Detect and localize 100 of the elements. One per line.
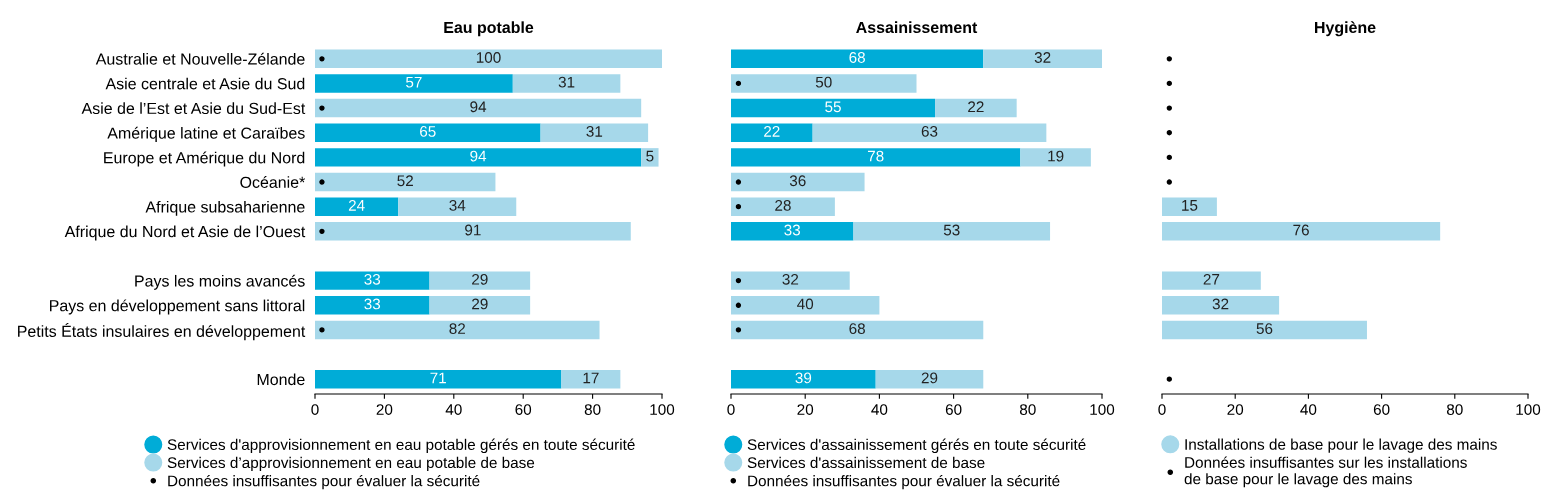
data-label: 91 — [465, 224, 481, 236]
legend-label: Données insuffisantes pour évaluer la sécurité — [748, 474, 1060, 490]
bar — [512, 74, 621, 93]
data-label: 55 — [825, 101, 841, 113]
data-label: 29 — [472, 273, 488, 285]
x-tick-label: 40 — [871, 404, 888, 415]
bar — [731, 369, 876, 389]
data-label: 34 — [449, 199, 466, 211]
y-tick-label: Asie de l’Est et Asie du Sud-Est — [81, 102, 306, 115]
data-label: 78 — [867, 150, 884, 162]
bar — [398, 197, 517, 216]
data-label: 15 — [1182, 200, 1198, 211]
chart-title: Eau potable — [444, 21, 534, 37]
bar — [429, 296, 531, 315]
y-tick-label: Monde — [257, 373, 305, 386]
data-label: 32 — [1034, 52, 1051, 63]
x-tick-label: 20 — [376, 404, 393, 415]
bar — [935, 98, 1017, 118]
data-label: 36 — [789, 175, 806, 187]
bar — [731, 271, 850, 290]
bar — [731, 222, 854, 241]
bar — [315, 172, 496, 192]
data-label: 32 — [782, 273, 799, 285]
x-tick-label: 40 — [1300, 404, 1317, 415]
bar — [315, 98, 642, 118]
data-label: 65 — [420, 126, 436, 137]
y-tick-label: Petits États insulaires en développement — [18, 322, 306, 341]
data-label: 29 — [472, 298, 488, 310]
bar — [540, 123, 649, 142]
bar — [315, 369, 562, 389]
y-tick-label: Asie centrale et Asie du Sud — [105, 77, 305, 90]
data-label: 24 — [348, 199, 365, 211]
data-label: 57 — [406, 76, 422, 88]
bar — [812, 123, 1047, 142]
y-tick-label: Amérique latine et Caraïbes — [107, 126, 305, 142]
bar — [315, 74, 513, 93]
data-label: 56 — [1256, 323, 1273, 335]
bar — [315, 197, 399, 216]
x-tick-label: 60 — [515, 404, 532, 415]
x-tick-label: 0 — [727, 404, 735, 415]
bar — [731, 197, 835, 216]
bar — [641, 148, 659, 167]
bar — [731, 296, 880, 315]
bar — [1162, 222, 1441, 241]
bar — [561, 369, 621, 389]
bar — [1162, 320, 1367, 340]
data-label: 17 — [583, 372, 599, 384]
legend-label: Installations de base pour le lavage des mains — [1185, 438, 1497, 453]
data-label: 94 — [470, 150, 487, 162]
x-tick-label: 80 — [1446, 404, 1463, 415]
legend-label: Services d'approvisionnement en eau potable gérés en toute sécurité — [167, 438, 635, 454]
x-tick-label: 100 — [1090, 404, 1115, 415]
bar — [731, 98, 936, 118]
bar — [731, 172, 865, 192]
y-tick-label: Afrique du Nord et Asie de l’Ouest — [64, 225, 306, 241]
x-tick-label: 20 — [797, 404, 814, 415]
data-label: 33 — [784, 224, 801, 236]
data-label: 94 — [470, 101, 487, 113]
data-label: 71 — [430, 372, 446, 384]
data-label: 31 — [558, 76, 575, 88]
y-tick-label: Pays les moins avancés — [135, 274, 305, 290]
bar — [315, 148, 642, 167]
legend-label: Données insuffisantes sur les installations de base pour le lavage des mains — [1184, 456, 1467, 488]
x-tick-label: 0 — [311, 404, 319, 415]
x-tick-label: 100 — [1516, 404, 1541, 415]
data-label: 63 — [921, 126, 938, 137]
x-tick-label: 60 — [1373, 404, 1390, 415]
data-label: 31 — [586, 126, 603, 137]
x-tick-label: 40 — [445, 404, 462, 415]
bar — [315, 49, 662, 69]
bar — [315, 123, 541, 142]
data-label: 68 — [849, 323, 865, 335]
data-label: 50 — [815, 76, 832, 88]
data-label: 29 — [921, 372, 938, 384]
bar — [1162, 296, 1280, 315]
data-label: 22 — [764, 126, 780, 137]
data-label: 40 — [797, 298, 814, 310]
data-label: 32 — [1212, 298, 1229, 310]
bar — [1020, 148, 1091, 167]
bar — [731, 49, 984, 69]
x-tick-label: 0 — [1158, 404, 1166, 415]
bar — [853, 222, 1051, 241]
legend-label: Services d’approvisionnement en eau potable de base — [167, 456, 535, 472]
data-label: 39 — [795, 372, 812, 384]
y-tick-label: Afrique subsaharienne — [145, 200, 305, 216]
y-tick-label: Océanie* — [240, 176, 306, 188]
chart-title: Hygiène — [1315, 21, 1376, 37]
data-label: 82 — [449, 323, 465, 335]
data-label: 52 — [397, 175, 413, 187]
data-label: 100 — [476, 52, 501, 63]
y-tick-label: Europe et Amérique du Nord — [104, 151, 305, 167]
data-label: 76 — [1293, 224, 1309, 236]
bar — [1162, 271, 1261, 290]
y-tick-label: Australie et Nouvelle-Zélande — [95, 52, 305, 65]
x-tick-label: 100 — [650, 404, 675, 415]
x-tick-label: 20 — [1227, 404, 1244, 415]
bar — [1162, 197, 1217, 216]
data-label: 33 — [364, 298, 381, 310]
x-tick-label: 60 — [945, 404, 962, 415]
bar — [429, 271, 531, 290]
